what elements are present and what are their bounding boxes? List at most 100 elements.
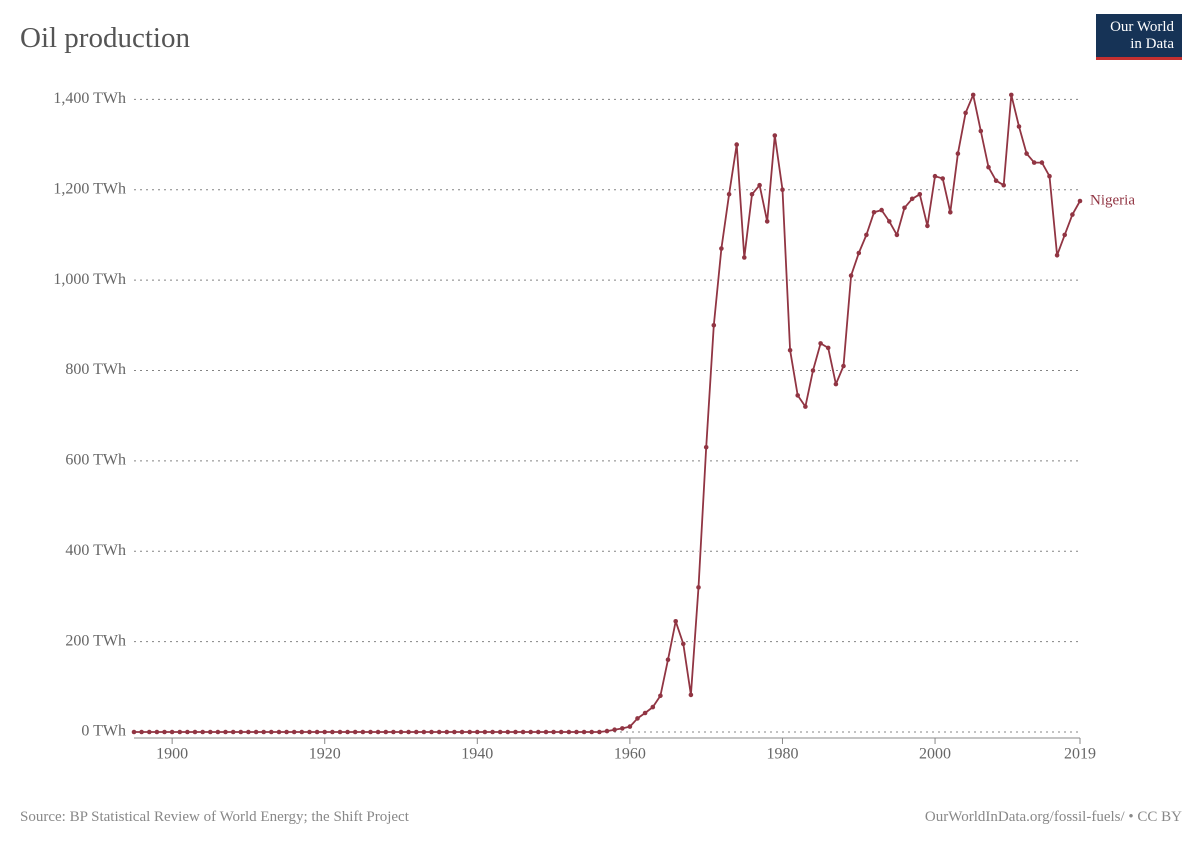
x-tick-label: 1940 [461, 745, 493, 762]
series-point [1009, 93, 1014, 98]
series-point [879, 208, 884, 213]
series-point [963, 111, 968, 116]
chart-footer: Source: BP Statistical Review of World E… [20, 809, 1182, 826]
series-point [918, 192, 923, 197]
series-point [315, 730, 320, 735]
series-point [857, 251, 862, 256]
attribution-text: OurWorldInData.org/fossil-fuels/ • CC BY [925, 809, 1182, 826]
series-point [139, 730, 144, 735]
series-point [582, 730, 587, 735]
series-point [429, 730, 434, 735]
y-tick-label: 0 TWh [81, 723, 126, 740]
series-point [902, 206, 907, 211]
series-point [666, 657, 671, 662]
series-point [750, 192, 755, 197]
series-point [864, 233, 869, 238]
series-label: Nigeria [1090, 192, 1135, 208]
series-point [322, 730, 327, 735]
series-point [826, 346, 831, 351]
series-point [887, 219, 892, 224]
y-tick-label: 800 TWh [65, 361, 126, 378]
series-point [216, 730, 221, 735]
series-point [986, 165, 991, 170]
series-point [849, 273, 854, 278]
series-point [658, 694, 663, 699]
series-point [246, 730, 251, 735]
x-tick-label: 1960 [614, 745, 646, 762]
series-point [170, 730, 175, 735]
series-point [689, 693, 694, 698]
series-point [818, 341, 823, 346]
series-point [147, 730, 152, 735]
series-point [948, 210, 953, 215]
x-tick-label: 1980 [766, 745, 798, 762]
series-point [345, 730, 350, 735]
series-point [460, 730, 465, 735]
series-point [895, 233, 900, 238]
series-point [223, 730, 228, 735]
series-point [231, 730, 236, 735]
series-line [134, 95, 1080, 732]
series-point [1078, 199, 1083, 204]
series-point [704, 445, 709, 450]
x-tick-label: 2019 [1064, 745, 1096, 762]
series-point [353, 730, 358, 735]
series-point [1040, 160, 1045, 165]
series-point [208, 730, 213, 735]
series-point [445, 730, 450, 735]
series-line-halo [134, 95, 1080, 732]
series-point [1070, 212, 1075, 217]
series-point [391, 730, 396, 735]
series-point [1001, 183, 1006, 188]
series-point [330, 730, 335, 735]
series-point [612, 727, 617, 732]
series-point [1024, 151, 1029, 156]
series-point [567, 730, 572, 735]
series-point [589, 730, 594, 735]
logo-line-2: in Data [1104, 36, 1174, 53]
series-point [803, 404, 808, 409]
series-point [422, 730, 427, 735]
series-point [513, 730, 518, 735]
series-point [1062, 233, 1067, 238]
series-point [1055, 253, 1060, 258]
series-point [925, 224, 930, 229]
series-point [719, 246, 724, 251]
series-point [292, 730, 297, 735]
series-point [185, 730, 190, 735]
series-point [155, 730, 160, 735]
series-point [673, 619, 678, 624]
series-point [132, 730, 137, 735]
series-point [284, 730, 289, 735]
series-point [399, 730, 404, 735]
series-point [910, 197, 915, 202]
series-point [368, 730, 373, 735]
series-point [788, 348, 793, 353]
logo-line-1: Our World [1104, 19, 1174, 36]
series-point [506, 730, 511, 735]
series-point [994, 178, 999, 183]
series-point [254, 730, 259, 735]
series-point [162, 730, 167, 735]
y-tick-label: 1,000 TWh [53, 271, 126, 288]
series-point [1017, 124, 1022, 129]
series-point [834, 382, 839, 387]
y-tick-label: 600 TWh [65, 452, 126, 469]
series-point [521, 730, 526, 735]
series-point [635, 716, 640, 721]
series-point [483, 730, 488, 735]
series-point [773, 133, 778, 138]
series-point [200, 730, 205, 735]
series-point [536, 730, 541, 735]
series-point [300, 730, 305, 735]
series-point [528, 730, 533, 735]
chart-area: 0 TWh200 TWh400 TWh600 TWh800 TWh1,000 T… [20, 70, 1180, 780]
series-point [551, 730, 556, 735]
series-point [239, 730, 244, 735]
series-point [574, 730, 579, 735]
series-point [681, 642, 686, 647]
x-tick-label: 2000 [919, 745, 951, 762]
series-point [475, 730, 480, 735]
owid-logo: Our World in Data [1096, 14, 1182, 60]
chart-card: Oil production Our World in Data 0 TWh20… [0, 0, 1200, 848]
